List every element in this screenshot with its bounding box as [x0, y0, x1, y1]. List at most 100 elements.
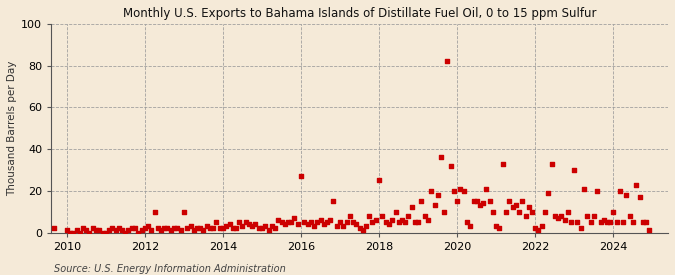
Point [410, 220, 421, 224]
Point [582, 214, 593, 218]
Point [107, 226, 118, 230]
Point [634, 195, 645, 199]
Point [42, 224, 53, 229]
Point [357, 228, 368, 233]
Point [117, 228, 128, 233]
Point [429, 203, 440, 208]
Point [192, 226, 202, 230]
Point [576, 226, 587, 230]
Point [471, 199, 482, 204]
Point [446, 164, 456, 168]
Point [439, 210, 450, 214]
Point [319, 222, 329, 226]
Point [342, 220, 352, 224]
Point [78, 226, 88, 230]
Point [423, 218, 433, 222]
Point [176, 228, 186, 233]
Point [146, 228, 157, 233]
Point [559, 218, 570, 222]
Point [628, 220, 639, 224]
Point [540, 210, 551, 214]
Point [240, 220, 251, 224]
Point [383, 222, 394, 226]
Point [491, 224, 502, 229]
Point [198, 228, 209, 233]
Point [286, 220, 297, 224]
Point [595, 220, 606, 224]
Point [442, 59, 453, 64]
Point [481, 186, 492, 191]
Point [322, 220, 333, 224]
Point [71, 228, 82, 233]
Point [601, 220, 612, 224]
Point [221, 224, 232, 229]
Point [289, 216, 300, 220]
Point [497, 161, 508, 166]
Title: Monthly U.S. Exports to Bahama Islands of Distillate Fuel Oil, 0 to 15 ppm Sulfu: Monthly U.S. Exports to Bahama Islands o… [123, 7, 596, 20]
Point [605, 220, 616, 224]
Point [260, 224, 271, 229]
Point [178, 210, 189, 214]
Point [458, 189, 469, 193]
Point [74, 230, 85, 235]
Point [348, 220, 358, 224]
Point [578, 186, 589, 191]
Point [530, 226, 541, 230]
Point [283, 220, 294, 224]
Point [569, 168, 580, 172]
Point [156, 228, 167, 233]
Point [396, 218, 407, 222]
Point [484, 199, 495, 204]
Point [256, 226, 267, 230]
Point [533, 228, 544, 233]
Point [127, 226, 138, 230]
Point [253, 226, 264, 230]
Point [641, 220, 651, 224]
Point [546, 161, 557, 166]
Point [390, 210, 401, 214]
Point [162, 226, 173, 230]
Point [169, 226, 180, 230]
Point [504, 199, 514, 204]
Point [488, 210, 499, 214]
Point [644, 228, 655, 233]
Point [65, 230, 76, 235]
Point [224, 222, 235, 226]
Text: Source: U.S. Energy Information Administration: Source: U.S. Energy Information Administ… [54, 264, 286, 274]
Point [354, 226, 365, 230]
Point [101, 230, 111, 235]
Point [149, 210, 160, 214]
Point [94, 228, 105, 233]
Point [585, 220, 596, 224]
Y-axis label: Thousand Barrels per Day: Thousand Barrels per Day [7, 60, 17, 196]
Point [234, 220, 245, 224]
Point [637, 220, 648, 224]
Point [263, 228, 274, 233]
Point [589, 214, 599, 218]
Point [549, 214, 560, 218]
Point [553, 216, 564, 220]
Point [159, 226, 170, 230]
Point [416, 199, 427, 204]
Point [81, 228, 92, 233]
Point [215, 226, 225, 230]
Point [406, 205, 417, 210]
Point [507, 205, 518, 210]
Point [113, 226, 124, 230]
Point [230, 226, 241, 230]
Point [364, 214, 375, 218]
Point [185, 224, 196, 229]
Point [435, 155, 446, 160]
Point [315, 218, 326, 222]
Point [195, 226, 206, 230]
Point [292, 222, 303, 226]
Point [468, 199, 479, 204]
Point [618, 220, 628, 224]
Point [400, 220, 410, 224]
Point [562, 210, 573, 214]
Point [136, 228, 147, 233]
Point [312, 220, 323, 224]
Point [344, 214, 355, 218]
Point [269, 226, 280, 230]
Point [208, 226, 219, 230]
